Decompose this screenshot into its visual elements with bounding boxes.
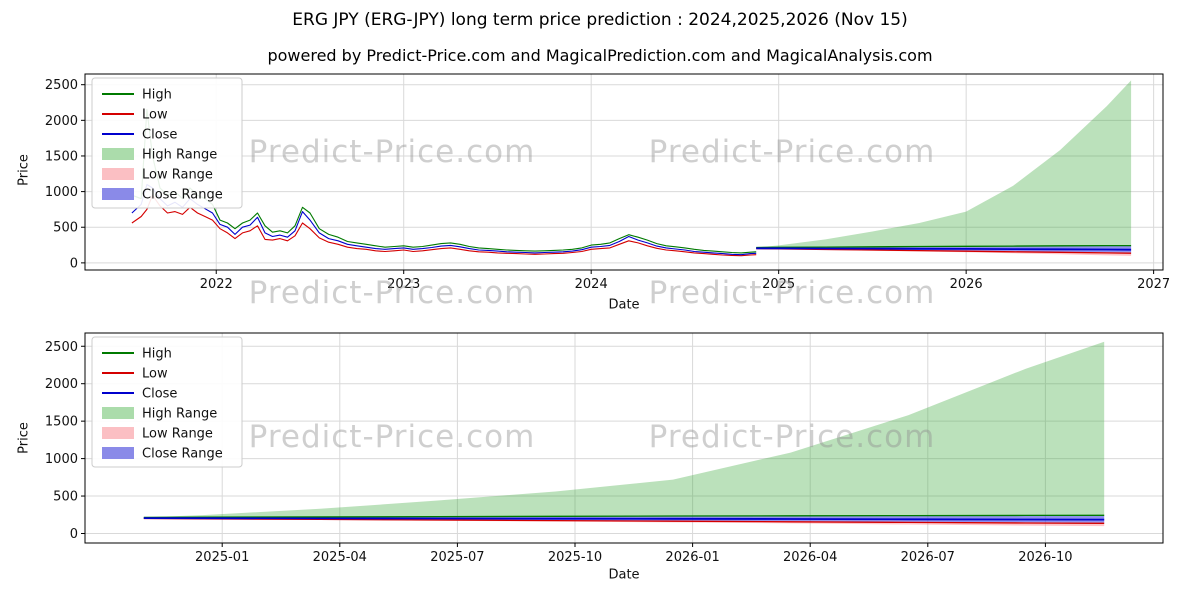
svg-text:2024: 2024 [575, 277, 608, 292]
svg-text:High Range: High Range [142, 407, 217, 422]
svg-text:Close: Close [142, 128, 177, 143]
svg-text:High Range: High Range [142, 148, 217, 163]
svg-text:2000: 2000 [45, 114, 78, 129]
svg-text:500: 500 [53, 221, 78, 236]
svg-text:1500: 1500 [45, 415, 78, 430]
svg-text:2025-07: 2025-07 [430, 550, 484, 565]
bottom-y-axis-label: Price [16, 422, 32, 454]
svg-text:Low Range: Low Range [142, 427, 213, 442]
top-chart: 2022 2023 2024 2025 2026 2027 0 500 1000 1500 2000… [45, 73, 1170, 292]
svg-text:500: 500 [53, 490, 78, 505]
svg-text:2500: 2500 [45, 340, 78, 355]
svg-text:2500: 2500 [45, 78, 78, 93]
page-title: ERG JPY (ERG-JPY) long term price predic… [292, 10, 908, 30]
svg-text:2026: 2026 [950, 277, 983, 292]
top-x-axis-label: Date [608, 297, 640, 313]
svg-text:2026-07: 2026-07 [901, 550, 955, 565]
svg-text:Close Range: Close Range [142, 447, 223, 462]
svg-text:2026-10: 2026-10 [1018, 550, 1072, 565]
svg-text:1000: 1000 [45, 452, 78, 467]
svg-text:High: High [142, 88, 172, 103]
svg-text:2026-04: 2026-04 [783, 550, 837, 565]
svg-text:Low: Low [142, 108, 168, 123]
svg-text:High: High [142, 347, 172, 362]
svg-text:1000: 1000 [45, 185, 78, 200]
svg-text:Close Range: Close Range [142, 188, 223, 203]
svg-text:0: 0 [70, 527, 78, 542]
svg-text:2022: 2022 [200, 277, 233, 292]
svg-text:2027: 2027 [1137, 277, 1170, 292]
svg-text:2025-10: 2025-10 [548, 550, 602, 565]
bottom-x-axis-label: Date [608, 567, 640, 583]
top-y-axis-label: Price [16, 154, 32, 186]
svg-text:Low Range: Low Range [142, 168, 213, 183]
svg-text:2023: 2023 [387, 277, 420, 292]
svg-text:2025: 2025 [762, 277, 795, 292]
svg-text:2026-01: 2026-01 [665, 550, 719, 565]
svg-text:2025-04: 2025-04 [313, 550, 367, 565]
svg-text:Close: Close [142, 387, 177, 402]
svg-text:0: 0 [70, 256, 78, 271]
svg-text:2000: 2000 [45, 377, 78, 392]
bottom-chart: 2025-01 2025-04 2025-07 2025-10 2026-01 2026-… [45, 332, 1164, 565]
svg-text:Low: Low [142, 367, 168, 382]
page-subtitle: powered by Predict-Price.com and Magical… [267, 46, 933, 65]
svg-text:1500: 1500 [45, 149, 78, 164]
svg-text:2025-01: 2025-01 [195, 550, 249, 565]
